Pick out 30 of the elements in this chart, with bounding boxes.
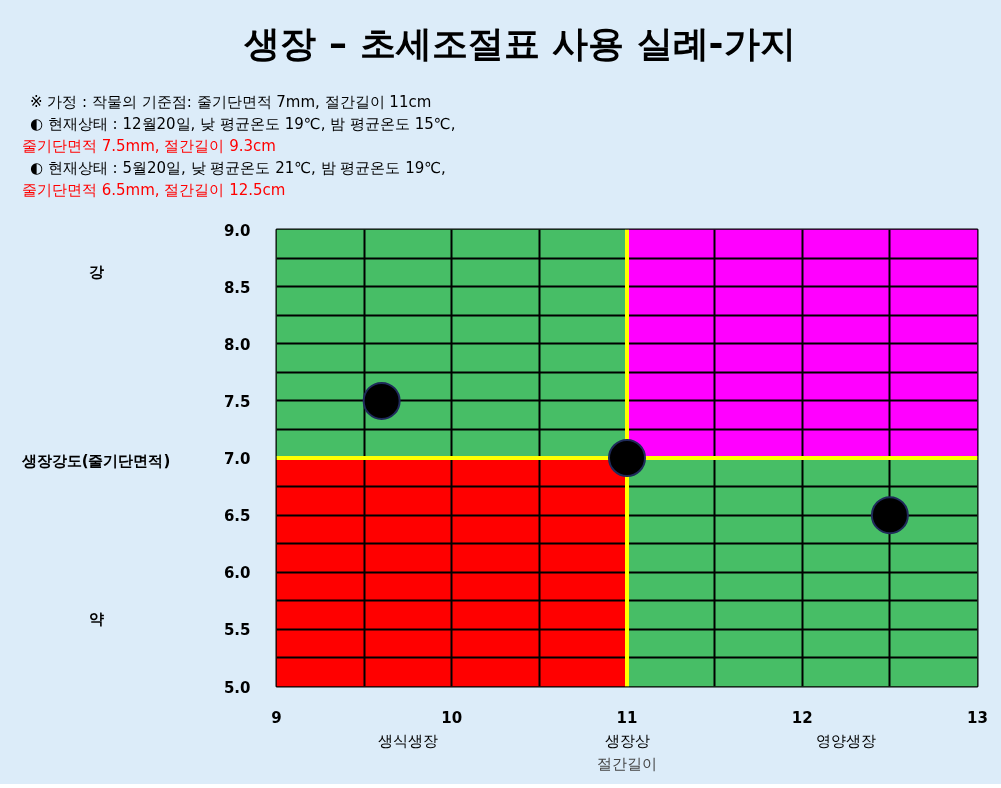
text: 약 <box>87 609 105 630</box>
text: 강 <box>87 262 105 283</box>
point <box>870 496 909 535</box>
y-tick-label: 5.0 <box>223 678 251 697</box>
text: 생장상 <box>604 731 650 750</box>
y-tick-label: 9.0 <box>223 221 251 240</box>
x-tick-label: 12 <box>791 708 813 727</box>
x-tick-label: 9 <box>271 708 282 727</box>
text: ※ 가정 : 작물의 기준점: 줄기단면적 7mm, 절간길이 11cm <box>30 92 432 113</box>
y-tick-label: 6.0 <box>223 564 251 583</box>
point <box>608 439 646 477</box>
x-axis-title: 절간길이 <box>597 754 657 773</box>
y-tick-label: 6.5 <box>223 507 251 526</box>
chart-title: 생장 – 초세조절표 사용 실례-가지 <box>243 22 797 66</box>
text: 생식생장 <box>377 731 438 750</box>
text: 영양생장 <box>816 731 877 750</box>
y-tick-label: 8.0 <box>223 335 251 354</box>
text: ◐ 현재상태 : 12월20일, 낮 평균온도 19℃, 밤 평균온도 15℃, <box>30 114 456 135</box>
text: ◐ 현재상태 : 5월20일, 낮 평균온도 21℃, 밤 평균온도 19℃, <box>30 158 446 179</box>
y-tick-label: 7.5 <box>223 392 251 411</box>
x-tick-label: 10 <box>441 708 463 727</box>
y-tick-label: 5.5 <box>223 621 251 640</box>
x-tick-label: 11 <box>616 708 638 727</box>
point <box>362 381 401 420</box>
text: 줄기단면적 6.5mm, 절간길이 12.5cm <box>22 180 286 201</box>
text: 줄기단면적 7.5mm, 절간길이 9.3cm <box>22 136 276 157</box>
x-tick-label: 13 <box>967 708 988 727</box>
y-tick-label: 8.5 <box>223 278 251 297</box>
y-axis-title: 생장강도(줄기단면적) <box>20 451 172 472</box>
y-tick-label: 7.0 <box>223 450 251 468</box>
